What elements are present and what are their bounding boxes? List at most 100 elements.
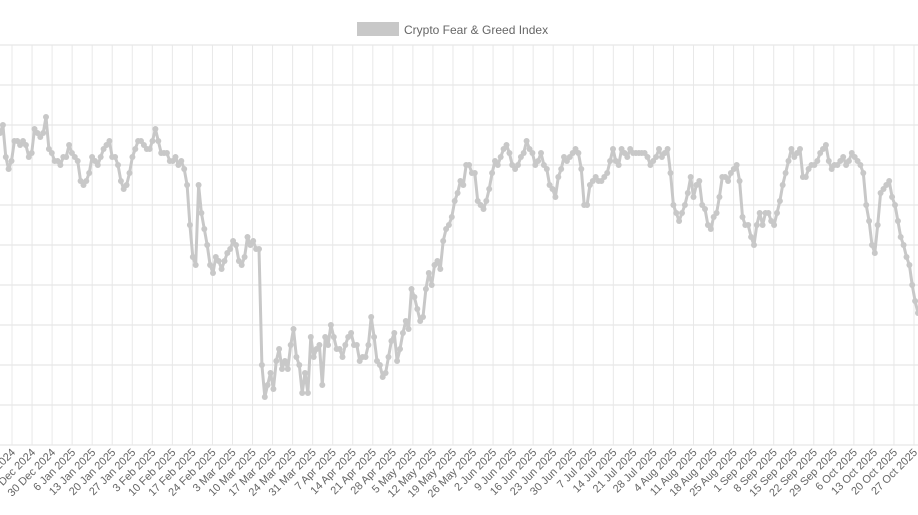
data-point[interactable] (172, 154, 179, 160)
data-point[interactable] (420, 314, 426, 320)
data-point[interactable] (863, 202, 870, 208)
data-point[interactable] (684, 190, 691, 196)
data-point[interactable] (57, 162, 64, 168)
data-point[interactable] (535, 158, 542, 164)
data-point[interactable] (342, 342, 349, 348)
data-point[interactable] (316, 342, 323, 348)
data-point[interactable] (258, 362, 265, 368)
data-point[interactable] (486, 186, 493, 192)
data-point[interactable] (753, 222, 760, 228)
data-point[interactable] (218, 266, 225, 272)
data-point[interactable] (319, 382, 326, 388)
data-point[interactable] (466, 162, 473, 168)
data-point[interactable] (422, 286, 429, 292)
data-point[interactable] (123, 182, 130, 188)
data-point[interactable] (215, 258, 222, 264)
data-point[interactable] (181, 166, 188, 172)
data-point[interactable] (0, 130, 3, 136)
data-point[interactable] (327, 322, 334, 328)
data-point[interactable] (892, 202, 898, 208)
data-point[interactable] (152, 126, 159, 132)
data-point[interactable] (279, 366, 285, 372)
data-point[interactable] (702, 206, 708, 212)
data-point[interactable] (759, 222, 766, 228)
data-point[interactable] (284, 366, 291, 372)
data-point[interactable] (552, 194, 559, 200)
data-point[interactable] (624, 154, 631, 160)
data-point[interactable] (667, 170, 674, 176)
data-point[interactable] (163, 150, 170, 156)
data-point[interactable] (189, 254, 196, 260)
data-point[interactable] (529, 150, 536, 156)
data-point[interactable] (302, 370, 308, 376)
data-point[interactable] (802, 174, 809, 180)
data-point[interactable] (261, 394, 268, 400)
data-point[interactable] (388, 338, 395, 344)
data-point[interactable] (575, 150, 582, 156)
data-point[interactable] (238, 262, 245, 268)
data-point[interactable] (489, 170, 496, 176)
data-point[interactable] (454, 190, 461, 196)
data-point[interactable] (696, 178, 703, 184)
data-point[interactable] (690, 194, 697, 200)
data-point[interactable] (543, 166, 550, 172)
data-point[interactable] (325, 342, 332, 348)
data-point[interactable] (713, 210, 720, 216)
data-point[interactable] (184, 182, 191, 188)
data-point[interactable] (198, 210, 205, 216)
data-point[interactable] (912, 298, 918, 304)
data-point[interactable] (210, 270, 216, 276)
data-point[interactable] (610, 146, 616, 152)
data-point[interactable] (889, 194, 896, 200)
data-point[interactable] (411, 294, 418, 300)
data-point[interactable] (241, 254, 248, 260)
data-point[interactable] (382, 370, 389, 376)
data-point[interactable] (915, 310, 918, 316)
data-point[interactable] (656, 146, 662, 152)
data-point[interactable] (497, 154, 504, 160)
data-point[interactable] (716, 194, 723, 200)
data-point[interactable] (207, 262, 214, 268)
data-point[interactable] (679, 210, 685, 216)
data-point[interactable] (604, 170, 611, 176)
data-point[interactable] (840, 154, 847, 160)
data-point[interactable] (555, 174, 562, 180)
data-point[interactable] (866, 218, 873, 224)
data-point[interactable] (520, 150, 527, 156)
data-point[interactable] (132, 146, 139, 152)
data-point[interactable] (290, 326, 297, 332)
data-point[interactable] (376, 362, 383, 368)
data-point[interactable] (63, 154, 70, 160)
data-point[interactable] (785, 158, 792, 164)
data-point[interactable] (428, 282, 435, 288)
data-point[interactable] (276, 346, 283, 352)
data-point[interactable] (515, 162, 521, 168)
data-point[interactable] (371, 334, 378, 340)
data-point[interactable] (578, 166, 585, 172)
data-point[interactable] (22, 142, 29, 148)
data-point[interactable] (43, 114, 49, 120)
data-point[interactable] (233, 242, 239, 248)
data-point[interactable] (451, 198, 458, 204)
data-point[interactable] (394, 358, 401, 364)
data-point[interactable] (353, 342, 360, 348)
data-point[interactable] (414, 306, 421, 312)
data-point[interactable] (385, 354, 392, 360)
data-point[interactable] (756, 210, 763, 216)
data-point[interactable] (402, 318, 409, 324)
data-point[interactable] (195, 182, 202, 188)
data-point[interactable] (615, 162, 622, 168)
data-point[interactable] (74, 158, 81, 164)
data-point[interactable] (448, 214, 455, 220)
chart-legend[interactable]: Crypto Fear & Greed Index (357, 22, 548, 37)
data-point[interactable] (40, 130, 47, 136)
data-point[interactable] (322, 334, 329, 340)
data-point[interactable] (538, 150, 544, 156)
data-point[interactable] (909, 282, 916, 288)
data-point[interactable] (244, 234, 251, 240)
data-point[interactable] (425, 270, 432, 276)
data-point[interactable] (264, 382, 271, 388)
data-point[interactable] (94, 162, 101, 168)
data-point[interactable] (774, 210, 780, 216)
data-point[interactable] (707, 226, 714, 232)
